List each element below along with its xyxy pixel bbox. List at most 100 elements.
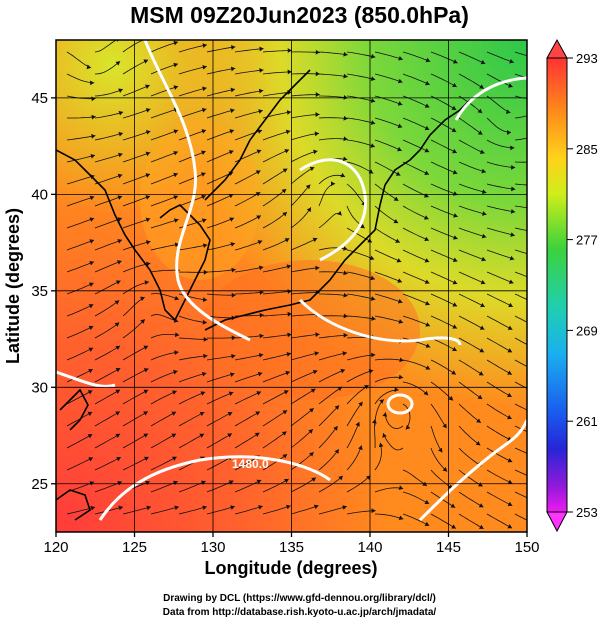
streamline-arrow xyxy=(256,215,261,220)
streamline xyxy=(66,457,94,471)
streamline xyxy=(66,347,94,361)
streamline-arrow xyxy=(536,523,541,527)
streamline-arrow xyxy=(228,193,234,199)
streamline xyxy=(206,269,236,273)
streamline xyxy=(458,139,485,154)
streamline-arrow xyxy=(89,217,95,222)
streamline xyxy=(66,304,94,317)
streamline xyxy=(150,334,180,339)
streamline xyxy=(66,506,96,515)
streamline xyxy=(206,480,234,493)
streamline xyxy=(150,85,179,97)
streamline xyxy=(374,183,399,202)
streamline-arrow xyxy=(342,156,348,162)
streamline-arrow xyxy=(286,504,291,510)
streamline-arrow xyxy=(258,265,264,271)
streamline xyxy=(486,205,516,213)
streamline xyxy=(66,175,95,185)
streamline xyxy=(206,337,236,339)
streamline xyxy=(374,487,404,493)
streamline-arrow xyxy=(201,480,206,485)
streamline-arrow xyxy=(310,388,316,393)
streamline xyxy=(178,411,205,427)
streamline xyxy=(262,478,289,493)
streamline-arrow xyxy=(118,131,123,137)
streamline-arrow xyxy=(451,370,456,375)
streamline xyxy=(346,401,363,427)
streamline-arrow xyxy=(171,411,177,416)
streamline-arrow xyxy=(398,515,404,521)
streamline-arrow xyxy=(117,480,122,486)
streamline-arrow xyxy=(201,371,207,377)
streamline-arrow xyxy=(173,369,178,375)
streamline-arrow xyxy=(281,431,287,436)
streamline-arrow xyxy=(424,499,430,504)
streamline xyxy=(262,71,292,75)
streamline xyxy=(514,137,527,141)
streamline xyxy=(150,293,180,300)
streamline xyxy=(262,353,292,361)
streamline xyxy=(402,51,431,62)
streamline-arrow xyxy=(372,419,377,424)
streamline xyxy=(122,456,149,471)
streamline xyxy=(458,337,485,353)
streamline xyxy=(458,271,486,285)
streamline xyxy=(374,315,404,323)
streamline-arrow xyxy=(537,455,542,460)
streamline-arrow xyxy=(114,322,120,327)
streamline-arrow xyxy=(370,53,376,59)
streamline xyxy=(234,48,264,53)
streamline-arrow xyxy=(508,279,514,284)
streamline-arrow xyxy=(259,333,264,339)
streamline-arrow xyxy=(173,85,179,90)
streamline xyxy=(382,433,404,451)
streamline xyxy=(402,73,430,86)
streamline-arrow xyxy=(199,411,205,417)
streamline-arrow xyxy=(202,86,207,92)
streamline-arrow xyxy=(143,411,148,416)
x-tick-label: 120 xyxy=(43,539,68,556)
streamline xyxy=(234,354,264,361)
streamline xyxy=(290,166,315,185)
streamline-arrow xyxy=(174,295,179,301)
streamline xyxy=(458,227,487,238)
streamline-arrow xyxy=(314,131,319,137)
streamline xyxy=(514,359,527,367)
streamline-arrow xyxy=(334,405,340,410)
streamline-arrow xyxy=(365,475,371,481)
streamline xyxy=(122,173,151,185)
streamline xyxy=(402,315,431,327)
streamline-arrow xyxy=(536,500,541,504)
streamline-arrow xyxy=(282,454,288,459)
streamline xyxy=(346,117,376,125)
streamline xyxy=(430,381,454,401)
streamline xyxy=(262,211,288,229)
streamline-arrow xyxy=(450,503,456,508)
streamline xyxy=(486,337,513,353)
streamline xyxy=(94,195,123,207)
streamline-arrow xyxy=(425,365,431,370)
streamline-arrow xyxy=(145,217,151,223)
streamline-arrow xyxy=(254,432,260,437)
streamline-arrow xyxy=(536,369,541,373)
streamline xyxy=(514,447,527,454)
streamline xyxy=(402,139,430,153)
streamline xyxy=(66,135,96,141)
streamline xyxy=(178,66,207,75)
streamline xyxy=(318,352,347,361)
streamline-arrow xyxy=(481,189,487,195)
streamline xyxy=(150,314,179,323)
streamline xyxy=(402,227,430,241)
streamline-arrow xyxy=(173,218,179,223)
streamline-arrow xyxy=(309,166,315,172)
streamline-arrow xyxy=(315,71,320,77)
streamline-arrow xyxy=(315,49,320,55)
streamline-arrow xyxy=(115,433,121,438)
streamline-arrow xyxy=(538,57,542,62)
streamline xyxy=(430,315,458,329)
streamline xyxy=(206,67,236,75)
streamline-arrow xyxy=(140,319,145,324)
streamline xyxy=(66,368,93,383)
streamline xyxy=(178,108,207,119)
streamline-arrow xyxy=(510,232,515,237)
